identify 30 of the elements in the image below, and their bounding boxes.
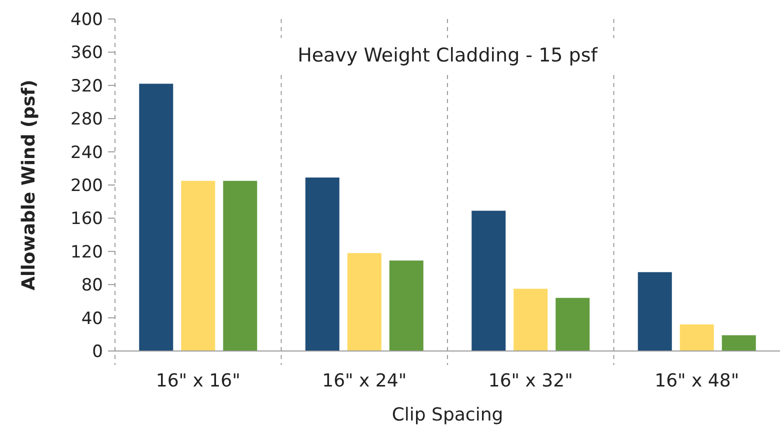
y-tick-label: 40 [81, 308, 103, 329]
y-tick-label: 320 [70, 76, 103, 96]
bar [722, 335, 756, 351]
y-tick-label: 280 [70, 110, 103, 130]
text: Heavy Weight Cladding - 15 psf [298, 44, 599, 67]
bar [347, 253, 382, 351]
y-tick-label: 360 [70, 43, 103, 64]
bar [181, 180, 216, 351]
y-tick-label: 120 [70, 242, 103, 262]
bar [514, 288, 548, 351]
x-tick-label: 16" x 24" [322, 370, 407, 392]
x-axis-title: Clip Spacing [392, 404, 504, 426]
y-tick-label: 160 [70, 209, 103, 230]
y-tick-label: 240 [70, 142, 103, 163]
x-tick-label: 16" x 32" [488, 370, 573, 392]
y-tick-label: 400 [70, 10, 103, 30]
bar [638, 272, 672, 351]
y-axis-title: Allowable Wind (psf) [18, 80, 40, 290]
bar [389, 260, 424, 351]
y-tick-label: 200 [70, 176, 103, 196]
bar [472, 210, 506, 351]
bar [305, 178, 340, 351]
bar [223, 180, 258, 351]
bar [556, 298, 590, 351]
bar [139, 84, 174, 351]
bar [680, 324, 714, 351]
x-tick-label: 16" x 16" [156, 370, 240, 392]
x-tick-label: 16" x 48" [654, 370, 740, 392]
y-tick-label: 0 [92, 342, 103, 362]
y-tick-label: 80 [81, 276, 103, 296]
